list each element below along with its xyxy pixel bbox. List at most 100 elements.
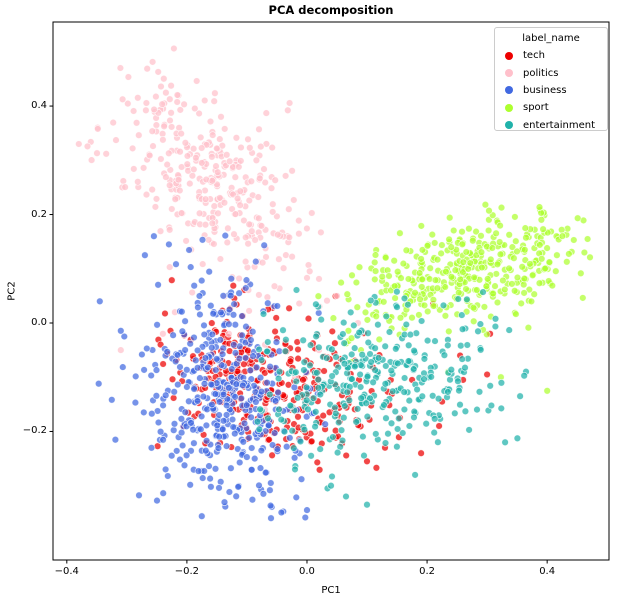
data-point-sport <box>492 229 500 238</box>
data-point-business <box>135 491 143 500</box>
data-point-business <box>131 398 140 407</box>
data-point-politics <box>135 131 143 139</box>
data-point-tech <box>342 451 350 460</box>
data-point-sport <box>548 281 557 290</box>
data-point-politics <box>157 82 165 91</box>
data-point-politics <box>176 106 185 114</box>
data-point-politics <box>208 153 216 161</box>
data-point-business <box>264 299 272 307</box>
data-point-politics <box>241 257 250 266</box>
data-point-politics <box>303 224 311 233</box>
data-point-business <box>192 356 200 365</box>
data-point-politics <box>271 176 279 184</box>
data-point-entertainment <box>387 419 396 428</box>
legend-entry-politics: politics <box>495 64 607 81</box>
data-point-entertainment <box>420 375 428 383</box>
data-point-business <box>140 366 148 374</box>
data-point-entertainment <box>327 481 335 490</box>
data-point-business <box>227 274 236 283</box>
data-point-sport <box>489 289 497 298</box>
data-point-sport <box>520 289 528 297</box>
data-point-entertainment <box>277 415 286 424</box>
data-point-sport <box>496 221 504 230</box>
data-point-tech <box>286 357 295 365</box>
data-point-politics <box>210 240 218 248</box>
data-point-entertainment <box>300 425 309 434</box>
data-point-entertainment <box>400 405 409 414</box>
data-point-entertainment <box>347 350 356 359</box>
data-point-business <box>204 363 212 372</box>
data-point-sport <box>496 250 505 259</box>
data-point-business <box>172 447 181 455</box>
data-point-entertainment <box>423 336 432 345</box>
data-point-business <box>227 464 235 472</box>
data-point-entertainment <box>340 339 348 347</box>
data-point-politics <box>273 212 281 221</box>
data-point-politics <box>246 144 254 152</box>
legend-swatch-tech <box>505 51 513 60</box>
legend-label: entertainment <box>523 119 595 131</box>
data-point-business <box>190 439 198 447</box>
data-point-business <box>261 468 270 477</box>
data-point-business <box>177 415 186 423</box>
data-point-entertainment <box>264 338 272 346</box>
data-point-entertainment <box>282 335 290 344</box>
data-point-entertainment <box>381 439 390 447</box>
data-point-politics <box>142 99 151 107</box>
data-point-entertainment <box>292 368 300 376</box>
data-point-entertainment <box>362 399 370 407</box>
data-point-business <box>239 438 248 446</box>
data-point-business <box>154 418 163 427</box>
data-point-entertainment <box>332 353 340 361</box>
data-point-politics <box>109 118 117 127</box>
data-point-business <box>181 408 190 416</box>
data-point-entertainment <box>393 287 401 296</box>
data-point-sport <box>513 247 521 256</box>
data-point-business <box>167 451 176 460</box>
data-point-entertainment <box>393 425 402 433</box>
data-point-entertainment <box>255 345 263 354</box>
data-point-politics <box>284 106 292 115</box>
data-point-politics <box>160 122 168 131</box>
data-point-sport <box>378 272 387 281</box>
data-point-entertainment <box>288 426 296 435</box>
data-point-politics <box>222 151 231 159</box>
data-point-politics <box>304 261 313 269</box>
legend-label: politics <box>523 67 559 79</box>
data-point-business <box>282 442 291 451</box>
data-point-business <box>215 484 223 492</box>
data-point-sport <box>418 283 426 291</box>
data-point-tech <box>272 314 280 322</box>
data-point-business <box>212 366 220 374</box>
data-point-business <box>183 366 191 374</box>
data-point-politics <box>208 177 217 185</box>
data-point-sport <box>397 274 405 282</box>
data-point-entertainment <box>476 346 485 354</box>
data-point-entertainment <box>357 361 365 369</box>
data-point-entertainment <box>458 355 466 363</box>
data-point-sport <box>455 288 463 297</box>
data-point-business <box>111 435 120 444</box>
data-point-business <box>178 441 187 450</box>
data-point-business <box>181 346 189 354</box>
data-point-business <box>148 409 156 418</box>
data-point-entertainment <box>364 329 372 337</box>
data-point-sport <box>493 260 502 269</box>
data-point-entertainment <box>348 375 356 383</box>
data-point-politics <box>83 142 92 151</box>
data-point-business <box>199 392 208 401</box>
data-point-business <box>245 434 253 442</box>
data-point-politics <box>210 202 219 210</box>
data-point-business <box>178 307 186 316</box>
data-point-entertainment <box>404 300 412 309</box>
data-point-sport <box>396 229 404 237</box>
y-tick-label: −0.2 <box>22 425 47 437</box>
data-point-entertainment <box>411 471 419 479</box>
data-point-business <box>267 479 275 487</box>
data-point-business <box>208 343 216 352</box>
data-point-business <box>108 396 116 404</box>
data-point-politics <box>160 74 168 83</box>
data-point-business <box>231 429 239 438</box>
x-tick-label: 0.0 <box>299 566 315 577</box>
